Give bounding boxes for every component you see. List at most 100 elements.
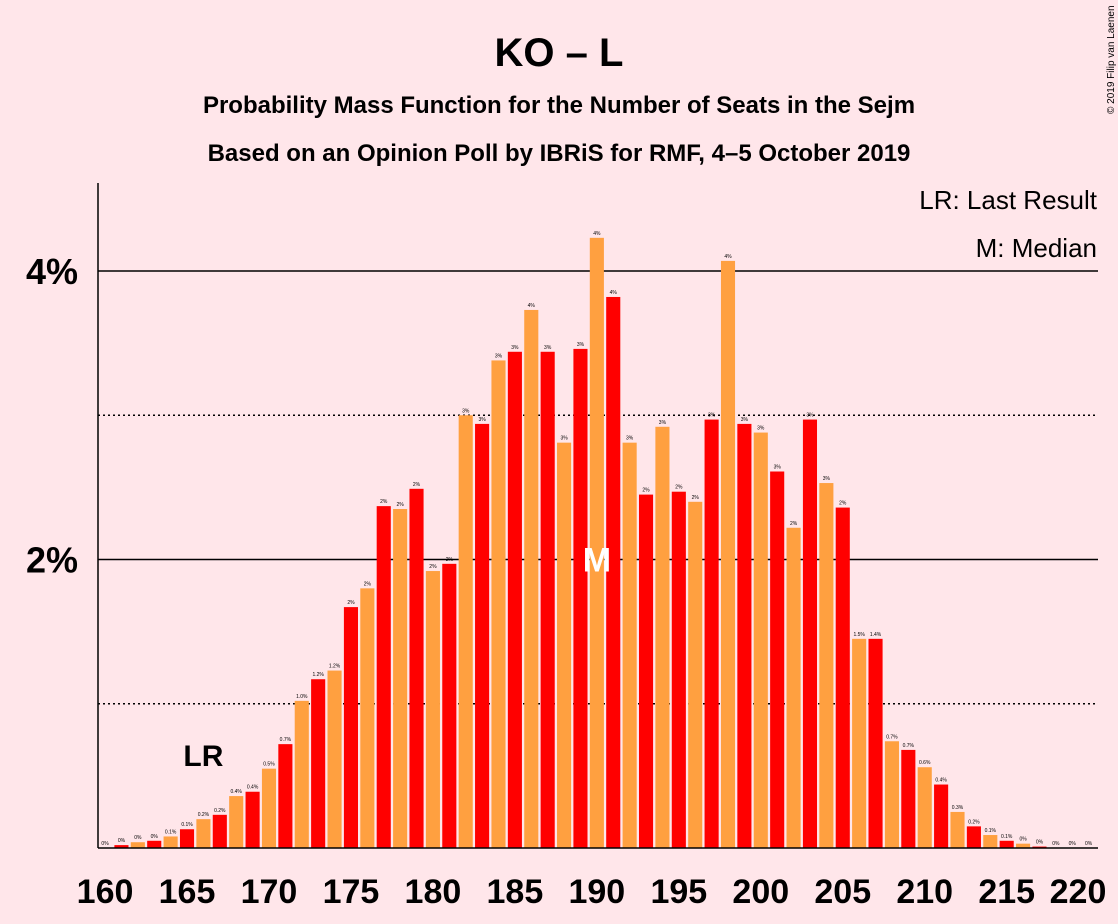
x-tick-210: 210 [896,873,953,911]
value-label-164: 0.1% [165,829,177,835]
value-label-218: 0% [1052,841,1060,847]
bar-196 [688,501,703,848]
bar-189 [573,348,588,848]
bar-183 [475,423,490,848]
value-label-220: 0% [1085,841,1093,847]
value-label-206: 1.5% [853,632,865,638]
bar-201 [770,471,785,848]
value-label-212: 0.3% [952,805,964,811]
y-tick-2: 2% [26,540,78,581]
value-label-168: 0.4% [230,789,242,795]
value-label-216: 0% [1019,837,1027,843]
bar-172 [294,700,309,848]
bar-180 [425,571,440,848]
x-tick-215: 215 [978,873,1035,911]
value-label-205: 2% [839,501,847,507]
x-tick-200: 200 [732,873,789,911]
value-label-202: 2% [790,521,798,527]
value-label-213: 0.2% [968,819,980,825]
bar-173 [311,679,326,848]
value-label-219: 0% [1069,841,1077,847]
bar-187 [540,351,555,848]
value-label-186: 4% [528,303,536,309]
bar-192 [622,442,637,848]
bar-165 [179,829,195,848]
bar-199 [737,423,752,848]
value-label-178: 2% [397,502,405,508]
bar-194 [655,426,670,848]
value-label-199: 3% [741,417,749,423]
value-label-181: 2% [446,557,454,563]
value-label-167: 0.2% [214,808,226,814]
value-label-195: 2% [675,485,683,491]
bar-202 [786,527,801,848]
value-label-170: 0.5% [263,762,275,768]
value-label-197: 3% [708,413,716,419]
value-label-177: 2% [380,499,388,505]
value-label-211: 0.4% [935,778,947,784]
value-label-161: 0% [118,838,126,844]
bar-198 [720,260,736,849]
x-tick-220: 220 [1050,873,1107,911]
bar-170 [261,768,277,848]
value-label-190: 4% [593,231,601,237]
bar-206 [852,638,867,848]
value-label-208: 0.7% [886,734,898,740]
bar-169 [245,791,260,848]
bar-171 [278,744,293,848]
value-label-171: 0.7% [280,737,292,743]
value-label-160: 0% [101,841,109,847]
x-tick-170: 170 [241,873,298,911]
value-label-207: 1.4% [870,632,882,638]
value-label-193: 2% [642,488,650,494]
bar-174 [327,670,342,848]
x-tick-185: 185 [487,873,544,911]
bar-200 [753,432,768,848]
bar-210 [917,767,932,848]
x-tick-190: 190 [568,873,625,911]
bar-166 [196,819,211,848]
value-label-169: 0.4% [247,785,259,791]
bars: 0% 0% 0% 0% 0.1% 0.1% 0.2% 0.2% 0.4% 0.4% 0.5% 0.7%… [101,231,1093,849]
bar-213 [966,826,981,848]
bar-185 [507,351,522,848]
bar-178 [393,509,408,848]
value-label-163: 0% [151,834,159,840]
bar-209 [901,749,916,848]
bar-177 [376,506,391,848]
x-tick-180: 180 [405,873,462,911]
value-label-198: 4% [724,254,732,260]
chart-subtitle: Probability Mass Function for the Number… [203,92,915,119]
value-label-173: 1.2% [312,672,324,678]
legend-last-result: LR: Last Result [919,185,1098,215]
bar-176 [360,588,375,848]
value-label-188: 3% [560,436,568,442]
value-label-215: 0.1% [1001,834,1013,840]
value-label-201: 3% [774,465,782,471]
bar-190 [589,237,604,848]
value-label-204: 3% [823,476,831,482]
bar-197 [704,419,719,848]
value-label-191: 4% [610,290,618,296]
x-tick-195: 195 [650,873,707,911]
value-label-166: 0.2% [198,812,210,818]
bar-207 [868,638,883,848]
x-tick-205: 205 [814,873,871,911]
median-label: M [583,542,611,580]
value-label-174: 1.2% [329,664,341,670]
value-label-210: 0.6% [919,760,931,766]
bar-163 [147,840,162,848]
bar-211 [934,784,949,848]
value-label-184: 3% [495,353,503,359]
bar-203 [802,419,818,848]
copyright-credit: © 2019 Filip van Laenen [1106,5,1117,114]
x-tick-165: 165 [159,873,216,911]
value-label-162: 0% [134,835,142,841]
value-label-187: 3% [544,345,552,351]
value-label-185: 3% [511,345,519,351]
value-label-196: 2% [692,495,700,501]
value-label-183: 3% [478,417,486,423]
value-label-172: 1.0% [296,694,308,700]
value-label-214: 0.1% [985,828,997,834]
legend-median: M: Median [976,233,1097,263]
